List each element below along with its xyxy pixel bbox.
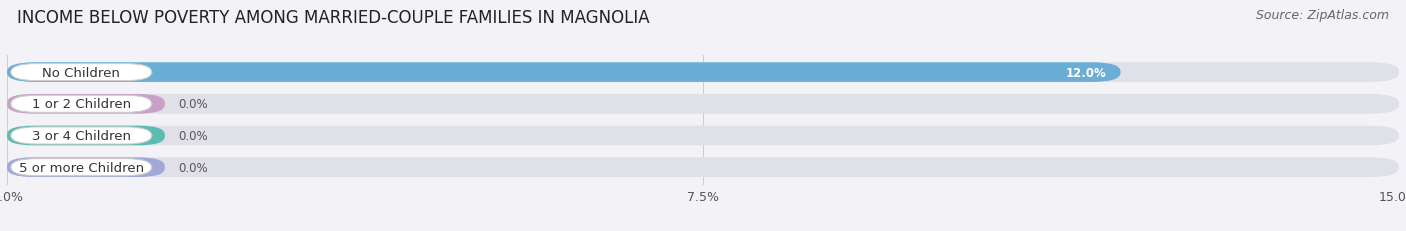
- FancyBboxPatch shape: [7, 94, 1399, 114]
- Text: 0.0%: 0.0%: [179, 161, 208, 174]
- Text: 12.0%: 12.0%: [1066, 66, 1107, 79]
- FancyBboxPatch shape: [11, 64, 152, 81]
- FancyBboxPatch shape: [11, 96, 152, 113]
- FancyBboxPatch shape: [7, 94, 165, 114]
- FancyBboxPatch shape: [7, 63, 1121, 82]
- Text: 0.0%: 0.0%: [179, 98, 208, 111]
- Text: 5 or more Children: 5 or more Children: [18, 161, 143, 174]
- Text: Source: ZipAtlas.com: Source: ZipAtlas.com: [1256, 9, 1389, 22]
- Text: 3 or 4 Children: 3 or 4 Children: [32, 129, 131, 142]
- FancyBboxPatch shape: [7, 158, 1399, 177]
- FancyBboxPatch shape: [7, 158, 165, 177]
- FancyBboxPatch shape: [11, 159, 152, 176]
- Text: No Children: No Children: [42, 66, 120, 79]
- Text: 1 or 2 Children: 1 or 2 Children: [32, 98, 131, 111]
- FancyBboxPatch shape: [7, 126, 1399, 146]
- FancyBboxPatch shape: [7, 63, 1399, 82]
- Text: INCOME BELOW POVERTY AMONG MARRIED-COUPLE FAMILIES IN MAGNOLIA: INCOME BELOW POVERTY AMONG MARRIED-COUPL…: [17, 9, 650, 27]
- FancyBboxPatch shape: [7, 126, 165, 146]
- Text: 0.0%: 0.0%: [179, 129, 208, 142]
- FancyBboxPatch shape: [11, 127, 152, 144]
